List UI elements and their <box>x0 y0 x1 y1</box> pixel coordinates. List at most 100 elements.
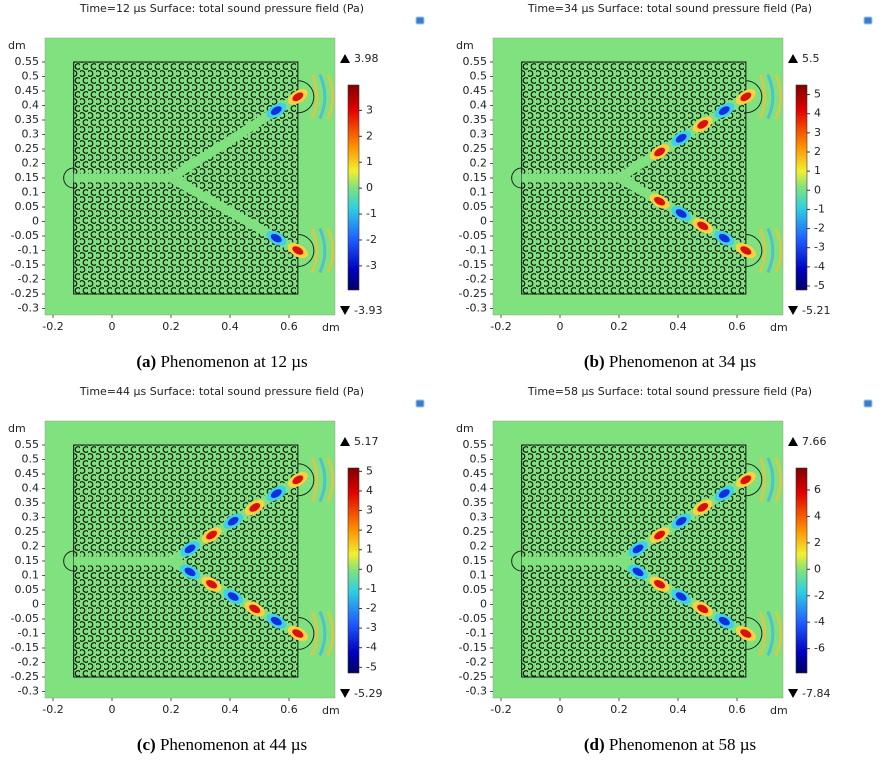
field-peak <box>292 92 304 102</box>
radiated-wave <box>318 457 327 503</box>
y-tick-label: 0.2 <box>22 157 40 170</box>
colorbar-min: -5.21 <box>802 304 830 317</box>
field-peak <box>270 233 282 243</box>
y-tick-label: -0.15 <box>11 641 39 654</box>
radiated-wave <box>310 74 319 120</box>
panel: Time=44 µs Surface: total sound pressure… <box>8 385 425 754</box>
y-tick-label: -0.1 <box>18 627 39 640</box>
y-tick-label: -0.15 <box>459 641 487 654</box>
caption-text: Phenomenon at 12 µs <box>160 352 307 371</box>
x-tick-label: 0 <box>109 703 116 716</box>
x-axis-unit: dm <box>322 704 340 717</box>
field-peak <box>697 120 709 129</box>
radiated-wave <box>758 74 767 120</box>
panel-title: Time=58 µs Surface: total sound pressure… <box>527 385 812 398</box>
y-tick-label: 0.55 <box>15 438 40 451</box>
colorbar-tick-label: 3 <box>366 103 373 116</box>
field-peak <box>675 133 687 143</box>
radiated-wave <box>758 227 767 274</box>
y-tick-label: -0.2 <box>466 273 487 286</box>
colorbar-tick-label: 0 <box>366 181 373 194</box>
y-tick-label: 0.05 <box>463 200 488 213</box>
y-tick-label: 0.4 <box>470 482 488 495</box>
min-marker <box>788 689 798 698</box>
y-tick-label: 0 <box>32 598 39 611</box>
colorbar-tick-label: 3 <box>814 126 821 139</box>
colorbar <box>347 467 360 674</box>
y-tick-label: 0.15 <box>15 554 40 567</box>
y-tick-label: -0.25 <box>11 287 39 300</box>
min-marker <box>340 306 350 315</box>
y-tick-label: 0.05 <box>15 583 40 596</box>
min-marker <box>788 306 798 315</box>
settings-icon <box>415 399 425 408</box>
y-tick-label: -0.1 <box>466 244 487 257</box>
radiated-wave <box>766 457 775 503</box>
max-marker <box>788 54 798 63</box>
field-peak <box>270 616 282 626</box>
caption-text: Phenomenon at 44 µs <box>160 735 307 754</box>
y-tick-label: 0 <box>32 215 39 228</box>
colorbar-tick-label: 5 <box>814 88 821 101</box>
settings-icon <box>415 16 425 25</box>
y-tick-label: -0.15 <box>11 258 39 271</box>
colorbar-tick-label: 2 <box>366 129 373 142</box>
settings-icon <box>863 399 873 408</box>
y-tick-label: 0.25 <box>463 525 488 538</box>
y-tick-label: 0.4 <box>22 482 40 495</box>
y-tick-label: 0.35 <box>15 496 40 509</box>
field-peak <box>740 246 752 255</box>
output-lens <box>297 617 315 650</box>
y-tick-label: 0.15 <box>463 554 488 567</box>
colorbar-tick-label: 4 <box>814 107 821 120</box>
field-peak <box>675 592 687 601</box>
y-tick-label: 0.2 <box>470 540 488 553</box>
colorbar-tick-label: -5 <box>814 279 825 292</box>
y-tick-label: 0.2 <box>22 540 40 553</box>
y-tick-label: 0.35 <box>463 496 488 509</box>
settings-icon <box>863 16 873 25</box>
colorbar-min: -3.93 <box>354 304 382 317</box>
radiated-wave <box>318 610 327 657</box>
radiated-wave <box>758 457 767 503</box>
panel-title: Time=44 µs Surface: total sound pressure… <box>79 385 364 398</box>
input-port <box>63 167 74 189</box>
radiated-wave <box>310 457 319 503</box>
field-peak <box>292 629 304 638</box>
x-tick-label: 0 <box>557 703 564 716</box>
colorbar-tick-label: -6 <box>814 642 825 655</box>
y-tick-label: 0.25 <box>15 525 40 538</box>
x-tick-label: -0.2 <box>490 703 511 716</box>
field-peak <box>740 92 752 102</box>
x-tick-label: -0.2 <box>490 320 511 333</box>
y-axis-unit: dm <box>456 422 474 435</box>
field-peak <box>270 489 282 498</box>
colorbar-tick-label: 4 <box>814 509 821 522</box>
field-peak <box>675 516 687 526</box>
y-tick-label: 0.25 <box>463 142 488 155</box>
max-marker <box>340 54 350 63</box>
caption-label: (b) <box>584 352 605 371</box>
y-tick-label: -0.15 <box>459 258 487 271</box>
field-peak <box>740 475 752 485</box>
radiated-wave <box>326 457 335 503</box>
y-tick-label: -0.05 <box>11 612 39 625</box>
y-tick-label: 0.55 <box>15 55 40 68</box>
y-tick-label: 0.4 <box>470 99 488 112</box>
y-tick-label: -0.3 <box>466 685 487 698</box>
y-tick-label: 0.3 <box>470 128 488 141</box>
panel: Time=34 µs Surface: total sound pressure… <box>456 2 873 371</box>
y-tick-label: -0.3 <box>18 685 39 698</box>
x-axis-unit: dm <box>770 704 788 717</box>
x-tick-label: 0.2 <box>610 320 628 333</box>
y-tick-label: 0.25 <box>15 142 40 155</box>
y-tick-label: 0.35 <box>15 113 40 126</box>
radiated-wave <box>774 610 783 657</box>
colorbar-tick-label: -3 <box>366 621 377 634</box>
min-marker <box>340 689 350 698</box>
colorbar-tick-label: 5 <box>366 464 373 477</box>
colorbar-tick-label: 1 <box>366 543 373 556</box>
y-tick-label: 0.1 <box>470 186 488 199</box>
output-lens <box>297 463 315 497</box>
field-peak <box>249 503 261 512</box>
